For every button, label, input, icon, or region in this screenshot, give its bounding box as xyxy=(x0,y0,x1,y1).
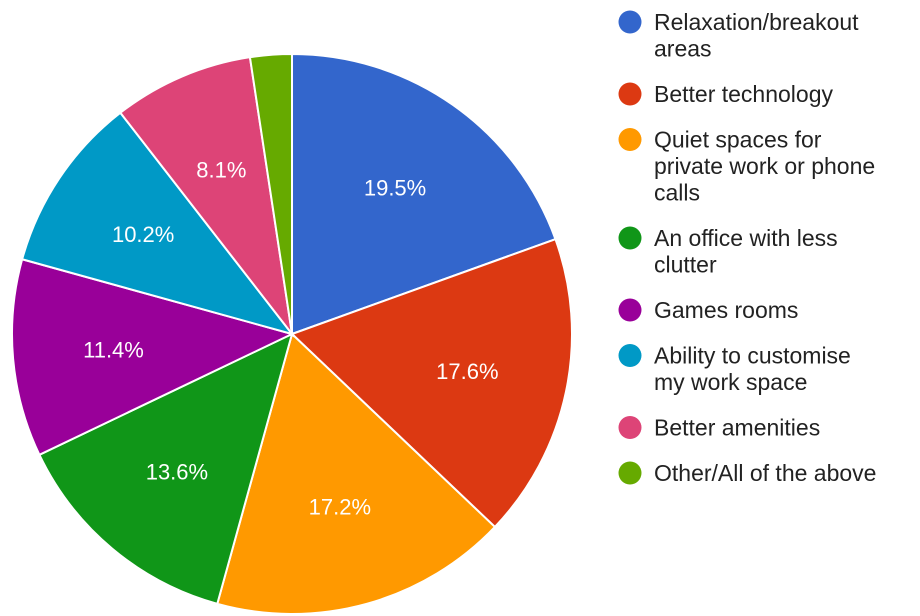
legend-label: Ability to customise xyxy=(654,343,851,369)
slice-percent-label: 17.2% xyxy=(309,495,371,520)
pie-slice-1 xyxy=(291,52,557,336)
pie-slice-5 xyxy=(11,258,295,457)
slice-percent-label: 11.4% xyxy=(83,338,144,363)
legend-swatch xyxy=(618,461,642,485)
legend-swatch xyxy=(618,10,642,34)
legend-label: Relaxation/breakout xyxy=(654,9,859,35)
legend-swatch xyxy=(618,416,642,439)
pie-slice-7 xyxy=(118,56,294,338)
legend-swatch xyxy=(618,298,642,322)
slice-percent-label: 13.6% xyxy=(146,459,208,484)
legend-label: areas xyxy=(654,36,712,62)
legend-label: Other/All of the above xyxy=(654,460,876,486)
pie-slice-4 xyxy=(38,332,294,606)
legend-label: Better amenities xyxy=(654,415,820,441)
pie-slice-8 xyxy=(248,52,293,335)
legend-label: calls xyxy=(654,180,700,206)
slice-percent-label: 10.2% xyxy=(112,222,174,247)
legend-label: Games rooms xyxy=(654,297,798,323)
legend-label: my work space xyxy=(654,369,807,395)
slice-percent-label: 17.6% xyxy=(436,359,498,384)
legend-swatch xyxy=(618,226,642,250)
slice-percent-label: 19.5% xyxy=(364,175,426,200)
pie-slice-3 xyxy=(216,332,497,615)
legend-swatch xyxy=(618,344,642,367)
slice-percent-label: 8.1% xyxy=(196,157,246,182)
legend-label: private work or phone xyxy=(654,153,875,179)
legend-label: Better technology xyxy=(654,81,834,107)
pie-slice-6 xyxy=(20,111,295,336)
pie-slice-2 xyxy=(290,237,573,529)
legend-label: An office with less xyxy=(654,225,838,251)
legend-swatch xyxy=(618,128,642,151)
pie-slice-labels: 19.5% 17.6% 17.2% 13.6% 11.4% 10.2% 8.1% xyxy=(83,157,498,519)
pie-slices xyxy=(11,52,573,615)
legend-label: Quiet spaces for xyxy=(654,127,822,153)
legend-swatch xyxy=(618,82,642,106)
legend-label: clutter xyxy=(654,252,717,278)
